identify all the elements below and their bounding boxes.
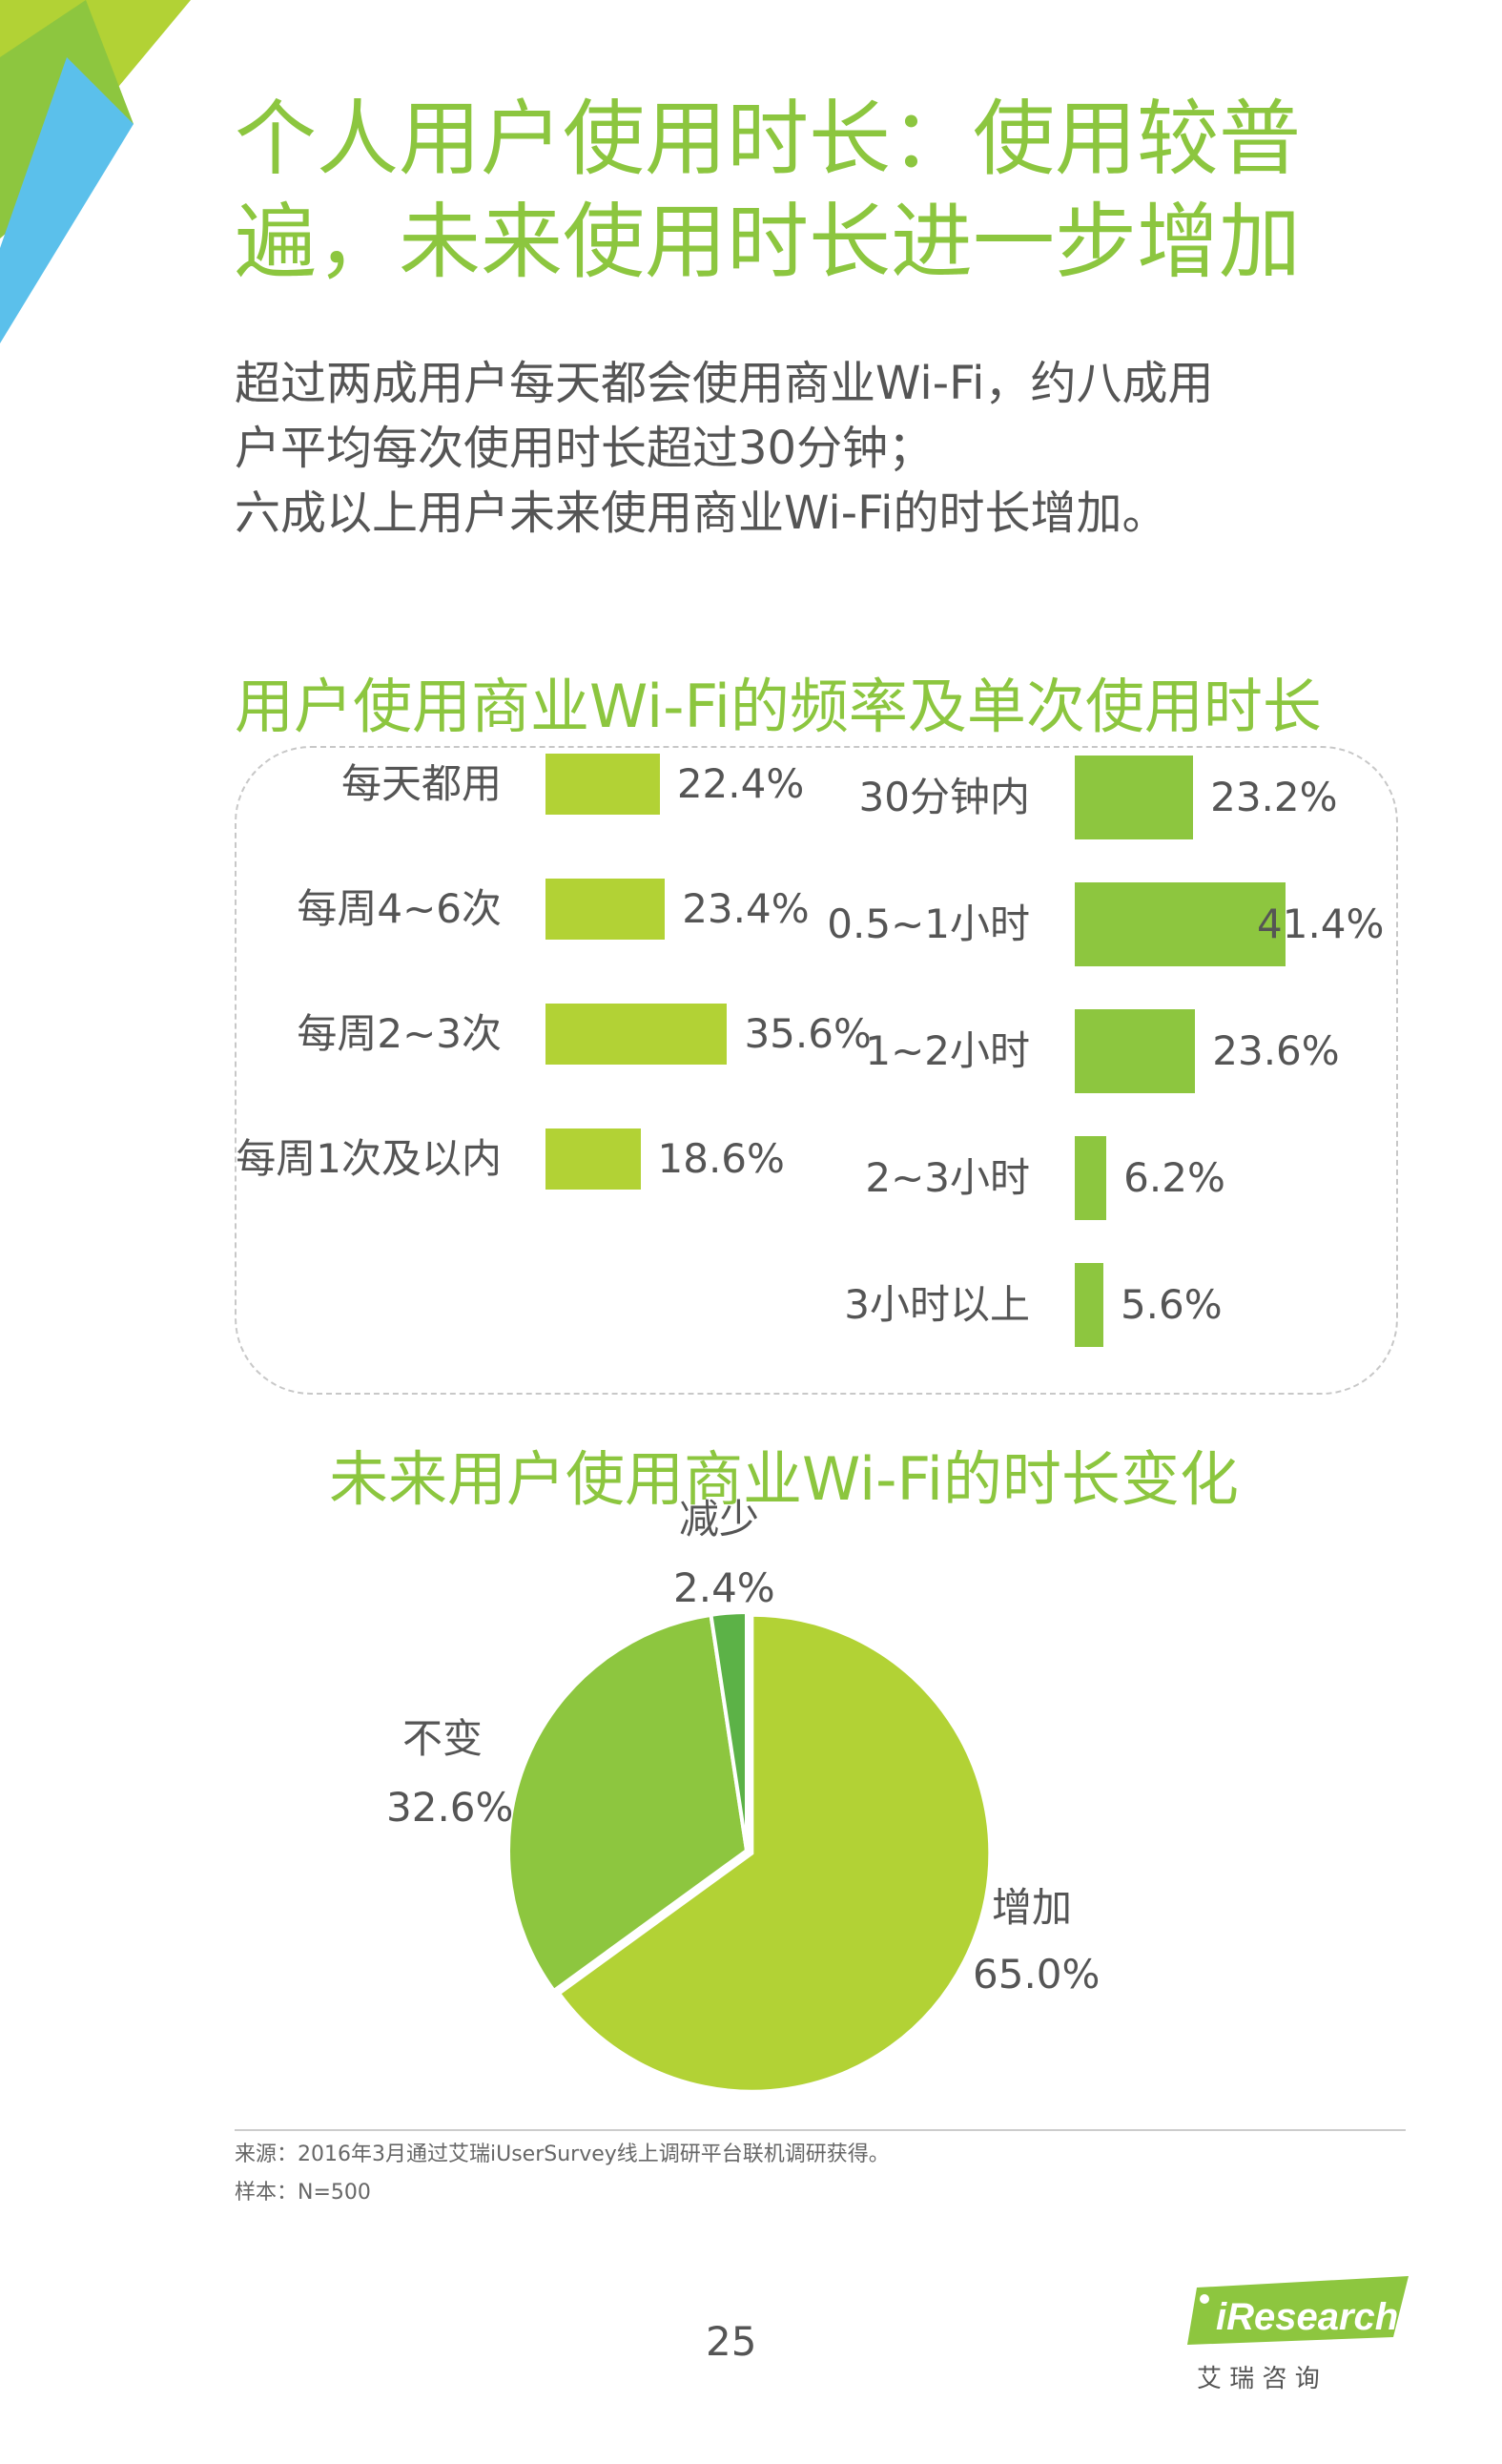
logo-cn: 艾 瑞 咨 询 [1197,2365,1320,2393]
bar-label: 30分钟内 [858,774,1030,820]
bar [545,1004,728,1065]
bar-value-label: 5.6% [1120,1281,1223,1328]
bar [1075,882,1286,966]
bar [1075,1263,1103,1347]
footer-divider [235,2129,1406,2131]
bar-label: 3小时以上 [844,1281,1030,1328]
pie-slice [709,1609,749,1852]
bar-value-label: 23.4% [682,885,810,932]
bar-value-label: 35.6% [744,1010,872,1057]
bar [545,1128,641,1190]
title-line-1: 个人用户使用时长：使用较普 [235,92,1301,187]
bar-label: 每周4~6次 [297,885,502,932]
pie-slice-value: 65.0% [973,1951,1101,1998]
bar-value-label: 41.4% [1257,901,1385,947]
pie-slice [556,1612,993,2094]
bar-chart-title: 用户使用商业Wi-Fi的频率及单次使用时长 [235,672,1322,741]
sample-note: 样本：N=500 [235,2181,371,2205]
pie-slice-name: 减少 [679,1496,760,1543]
bar [1075,1136,1107,1220]
bar-label: 1~2小时 [865,1027,1030,1074]
bar-value-label: 22.4% [676,760,805,807]
bar-value-label: 23.6% [1212,1027,1340,1074]
bar [1075,756,1194,839]
summary-line-2: 户平均每次使用时长超过30分钟； [235,422,935,475]
bar-value-label: 23.2% [1210,774,1338,820]
bar-label: 每周2~3次 [297,1010,502,1057]
summary-text: 超过两成用户每天都会使用商业Wi-Fi，约八成用 户平均每次使用时长超过30分钟… [235,351,1427,546]
bar-label: 0.5~1小时 [827,901,1030,947]
pie-slice-value: 2.4% [673,1564,775,1611]
bar-label: 每天都用 [340,760,502,807]
bar [1075,1009,1196,1093]
logo-mark: iResearch 艾 瑞 咨 询 [1187,2276,1409,2393]
pie-slice [506,1612,750,1994]
pie-slice-name: 增加 [992,1884,1073,1931]
title-line-2: 遍，未来使用时长进一步增加 [235,195,1301,290]
page-title: 个人用户使用时长：使用较普 遍，未来使用时长进一步增加 [235,88,1408,294]
pie-slice-name: 不变 [402,1715,484,1762]
bar-label: 2~3小时 [865,1154,1030,1201]
bar-value-label: 18.6% [657,1135,785,1182]
iresearch-logo: iResearch 艾 瑞 咨 询 [1187,2270,1416,2404]
page-number: 25 [706,2318,757,2365]
summary-line-3: 六成以上用户未来使用商业Wi-Fi的时长增加。 [235,487,1168,540]
summary-line-1: 超过两成用户每天都会使用商业Wi-Fi，约八成用 [235,357,1214,410]
bar-label: 每周1次及以内 [236,1135,502,1182]
bar-chart-panel [235,746,1398,1395]
corner-decoration [0,0,191,343]
pie-chart-title: 未来用户使用商业Wi-Fi的时长变化 [329,1444,1239,1514]
bar [545,879,666,940]
pie-slice-value: 32.6% [386,1784,514,1831]
bar [545,754,660,815]
logo-brand: iResearch [1216,2296,1398,2338]
bar-value-label: 6.2% [1123,1154,1225,1201]
source-note: 来源：2016年3月通过艾瑞iUserSurvey线上调研平台联机调研获得。 [235,2143,890,2166]
